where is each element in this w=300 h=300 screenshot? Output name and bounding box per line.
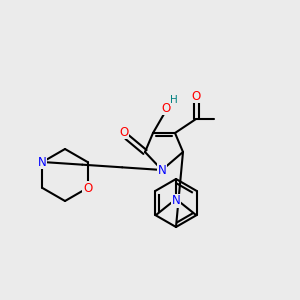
Text: N: N [158, 164, 166, 176]
Text: H: H [170, 95, 178, 105]
Text: O: O [191, 89, 201, 103]
Text: O: O [83, 182, 92, 194]
Text: N: N [38, 155, 47, 169]
Text: N: N [172, 194, 180, 208]
Text: O: O [161, 101, 171, 115]
Text: O: O [119, 125, 129, 139]
